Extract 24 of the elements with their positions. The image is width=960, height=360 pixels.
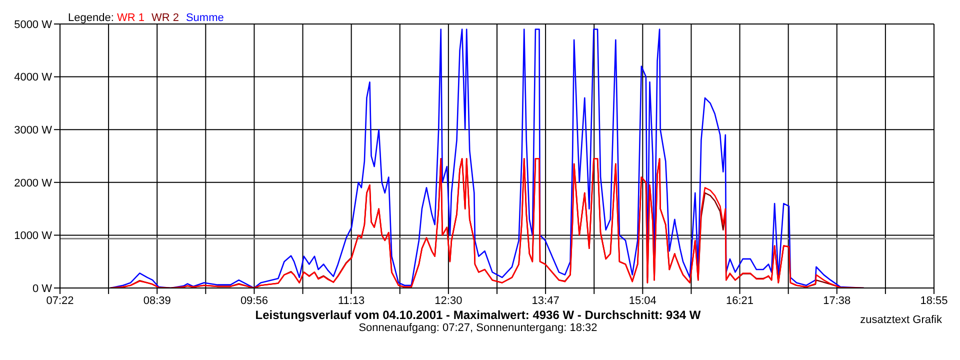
text: Summe xyxy=(186,12,224,24)
x-tick-label: 07:22 xyxy=(46,294,74,307)
y-tick-label: 5000 W xyxy=(14,18,53,31)
text: zusatztext Grafik xyxy=(860,314,942,326)
y-tick-label: 1000 W xyxy=(14,230,53,242)
y-tick-label: 4000 W xyxy=(14,72,53,84)
x-tick-label: 16:21 xyxy=(726,294,754,307)
x-tick-label: 11:13 xyxy=(338,294,365,307)
text: WR 2 xyxy=(151,12,180,24)
x-tick-label: 18:55 xyxy=(920,294,948,307)
x-tick-label: 12:30 xyxy=(434,294,462,307)
legend-title: Legende: xyxy=(68,12,115,24)
text: WR 1 xyxy=(116,12,146,24)
x-tick-label: 15:04 xyxy=(628,294,656,307)
line-series xyxy=(110,28,865,288)
y-tick-label: 3000 W xyxy=(14,124,53,137)
x-tick-label: 09:56 xyxy=(240,294,268,307)
text: Leistungsverlauf vom 04.10.2001 - Maximalwert: 4936 W - Durchschnitt: 934 W xyxy=(255,308,701,322)
x-tick-label: 13:47 xyxy=(532,294,560,307)
x-tick-label: 17:38 xyxy=(823,294,851,307)
y-tick-label: 2000 W xyxy=(14,177,53,190)
y-tick-label: 0 W xyxy=(32,282,53,295)
x-tick-label: 08:39 xyxy=(143,294,171,307)
text: Sonnenaufgang: 07:27, Sonnenuntergang: 18:32 xyxy=(358,322,598,334)
